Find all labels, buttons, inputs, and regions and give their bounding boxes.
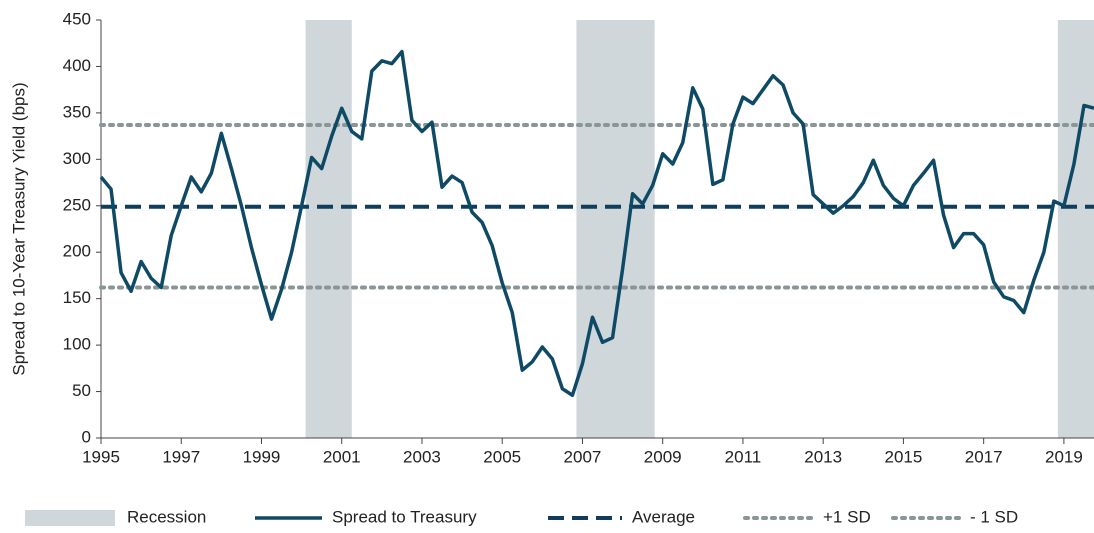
recession-band [305,20,352,438]
legend-label: Spread to Treasury [332,507,477,526]
x-tick-label: 2003 [403,447,441,466]
x-tick-label: 2015 [885,447,923,466]
x-tick-label: 2005 [483,447,521,466]
legend-label: - 1 SD [970,507,1018,526]
y-tick-label: 300 [63,149,91,168]
legend-swatch [25,510,115,526]
x-tick-label: 2009 [644,447,682,466]
x-tick-label: 1997 [162,447,200,466]
x-tick-label: 1999 [243,447,281,466]
y-tick-label: 100 [63,335,91,354]
y-tick-label: 250 [63,195,91,214]
series-line [99,49,1094,398]
y-tick-label: 150 [63,288,91,307]
x-tick-label: 2017 [965,447,1003,466]
y-tick-label: 0 [82,427,91,446]
y-tick-label: 400 [63,56,91,75]
y-tick-label: 50 [72,381,91,400]
recession-band [1057,20,1094,438]
y-axis-label: Spread to 10-Year Treasury Yield (bps) [9,82,28,375]
recession-band [576,20,655,438]
x-tick-label: 1995 [82,447,120,466]
x-tick-label: 2001 [323,447,361,466]
legend-label: Recession [127,507,206,526]
x-tick-label: 2019 [1045,447,1083,466]
x-tick-label: 2007 [564,447,602,466]
legend-label: +1 SD [823,507,871,526]
x-tick-label: 2011 [725,447,762,466]
y-tick-label: 450 [63,9,91,28]
y-tick-label: 350 [63,102,91,121]
x-tick-label: 2013 [804,447,842,466]
legend-label: Average [632,507,695,526]
y-tick-label: 200 [63,242,91,261]
